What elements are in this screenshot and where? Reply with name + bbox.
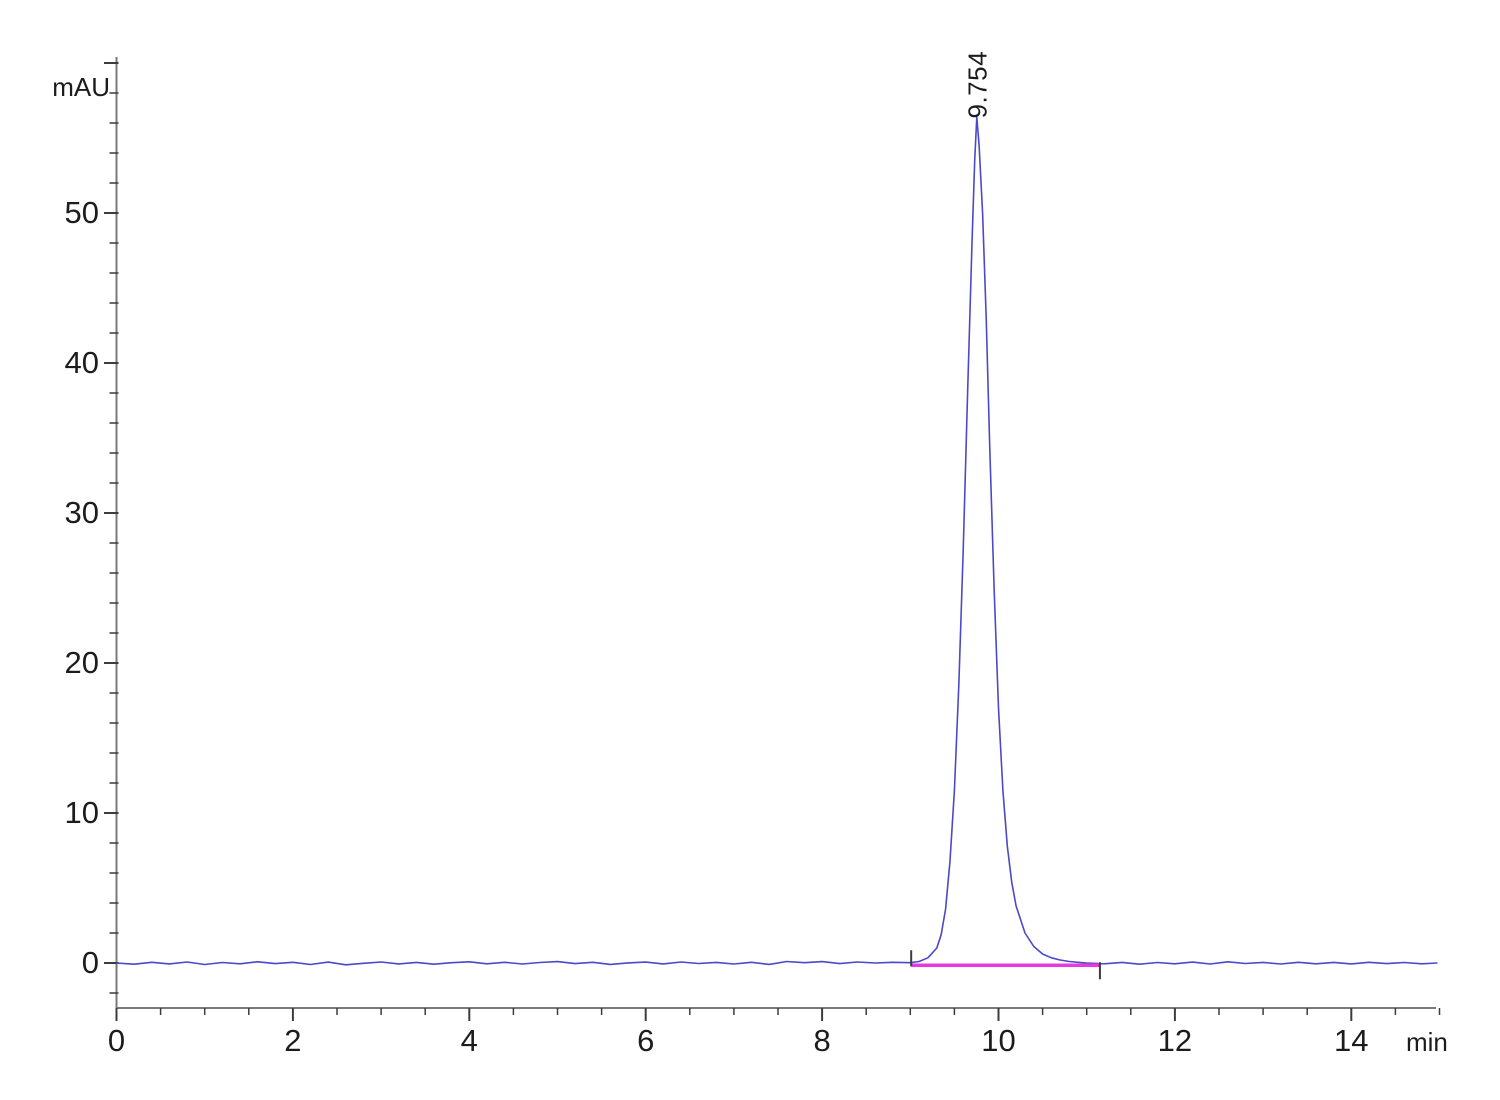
y-tick-label: 40: [65, 345, 99, 380]
x-tick-label: 8: [813, 1023, 830, 1058]
x-tick-label: 10: [981, 1023, 1015, 1058]
x-tick-label: 6: [637, 1023, 654, 1058]
x-tick-label: 2: [284, 1023, 301, 1058]
y-axis-ticks: [104, 62, 119, 994]
y-tick-label: 20: [65, 645, 99, 680]
y-tick-label: 10: [65, 795, 99, 830]
x-tick-label: 12: [1158, 1023, 1192, 1058]
y-tick-label: 50: [65, 195, 99, 230]
peak-retention-time-label: 9.754: [962, 51, 992, 119]
x-tick-label: 4: [461, 1023, 478, 1058]
x-axis-tick-labels: 0 2 4 6 8 10 12 14: [108, 1023, 1369, 1058]
x-axis-ticks: [115, 1008, 1441, 1021]
y-tick-label: 30: [65, 495, 99, 530]
detector-signal-trace: [115, 116, 1438, 966]
x-axis-unit-label: min: [1406, 1027, 1448, 1057]
y-axis-tick-labels: 0 10 20 30 40 50: [65, 195, 99, 980]
x-tick-label: 0: [108, 1023, 125, 1058]
y-axis-unit-label: mAU: [52, 72, 110, 102]
y-tick-label: 0: [82, 945, 99, 980]
x-tick-label: 14: [1334, 1023, 1368, 1058]
